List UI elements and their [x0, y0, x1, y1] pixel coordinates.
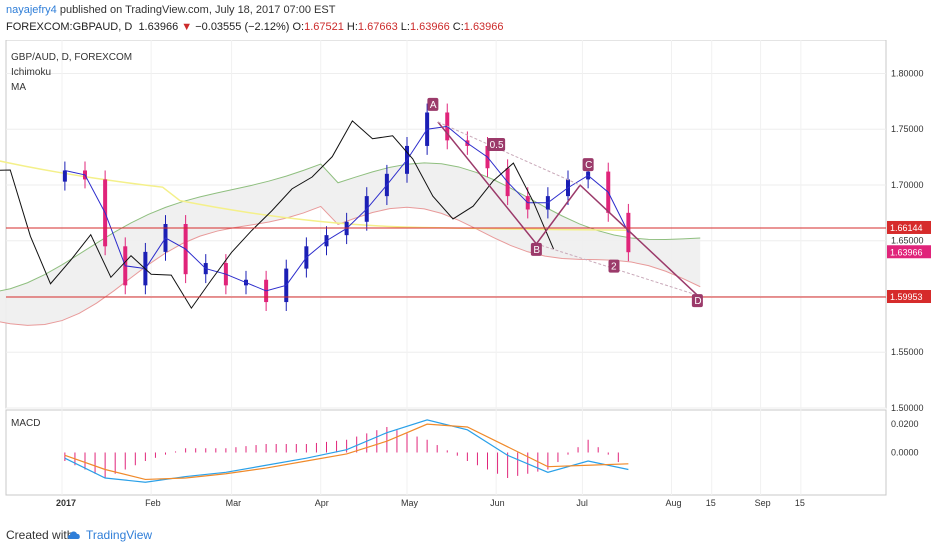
pattern-label: 2 [611, 262, 617, 273]
publisher-line: nayajefry4 published on TradingView.com,… [6, 4, 335, 16]
macd-tick-label: 0.0000 [891, 448, 919, 458]
pattern-label-box [427, 97, 439, 111]
close-label: C: [452, 21, 464, 33]
ichimoku-cloud [0, 162, 701, 326]
y-tick-label: 1.70000 [891, 180, 924, 190]
x-tick-label: Jul [576, 498, 588, 508]
pattern-guide-ac [437, 121, 581, 186]
username-link[interactable]: nayajefry4 [6, 4, 57, 16]
tradingview-cloud-icon [67, 531, 80, 539]
pattern-guide-bd [536, 243, 698, 296]
cloud-span-b [0, 205, 701, 326]
footer: Created with TradingView [0, 520, 932, 550]
pattern-label-box [582, 158, 594, 172]
legend-symbol: GBP/AUD, D, FOREXCOM [11, 52, 132, 63]
legend-ichimoku: Ichimoku [11, 67, 51, 78]
symbol-label: FOREXCOM:GBPAUD, D [6, 21, 133, 33]
pattern-label: D [694, 296, 701, 307]
pattern-label-box [487, 138, 506, 152]
x-tick-label: Mar [226, 498, 242, 508]
y-tick-label: 1.80000 [891, 68, 924, 78]
published-text: published on TradingView.com, July 18, 2… [59, 4, 336, 16]
pattern-label-box [691, 294, 703, 308]
pattern-label-box [608, 259, 620, 273]
chikou-line [0, 120, 555, 310]
last-price: 1.63966 [138, 21, 179, 33]
x-tick-label: Apr [315, 498, 329, 508]
cloud-span-a [0, 162, 701, 292]
moving-average-line [0, 160, 629, 231]
y-tick-label: 1.50000 [891, 403, 924, 413]
x-tick-label: 15 [795, 498, 805, 508]
legend-ma: MA [11, 82, 26, 93]
price-axis-tag-label: 1.66144 [890, 223, 923, 233]
macd-tick-label: 0.0200 [891, 419, 919, 429]
price-axis-tag [887, 220, 931, 234]
header: nayajefry4 published on TradingView.com,… [0, 0, 932, 40]
chart-area[interactable]: 1.800001.750001.700001.650001.600001.550… [0, 40, 932, 520]
y-tick-label: 1.55000 [891, 347, 924, 357]
pattern-label: A [430, 100, 437, 111]
x-tick-label: Jun [490, 498, 505, 508]
created-with-text: Created with [6, 528, 74, 542]
x-tick-label: 2017 [56, 498, 76, 508]
abcd-pattern-line [437, 121, 698, 296]
tradingview-brand-link[interactable]: TradingView [86, 528, 153, 542]
legend-macd: MACD [11, 418, 40, 429]
down-arrow-icon: ▼ [181, 21, 193, 33]
high-label: H: [346, 21, 358, 33]
y-tick-label: 1.75000 [891, 124, 924, 134]
price-axis-tag-label: 1.59953 [890, 292, 923, 302]
pattern-label-box [530, 242, 542, 256]
low-label: L: [400, 21, 410, 33]
open-value: 1.67521 [304, 21, 344, 33]
candle-body [62, 170, 67, 182]
x-tick-label: May [401, 498, 419, 508]
x-tick-label: Aug [666, 498, 682, 508]
open-label: O: [292, 21, 305, 33]
pattern-label: 0.5 [490, 140, 504, 151]
price-axis-tag [887, 290, 931, 304]
close-value: 1.63966 [463, 21, 504, 33]
x-tick-label: Feb [145, 498, 161, 508]
x-tick-label: Sep [755, 498, 771, 508]
low-value: 1.63966 [409, 21, 450, 33]
macd-line [64, 419, 629, 483]
change-value: −0.03555 (−2.12%) [195, 21, 290, 33]
signal-line [64, 423, 629, 481]
high-value: 1.67663 [357, 21, 398, 33]
y-tick-label: 1.65000 [891, 236, 924, 246]
pattern-label: B [533, 245, 540, 256]
macd-pane [5, 409, 887, 496]
x-tick-label: 15 [706, 498, 716, 508]
price-axis-tag-label: 1.63966 [890, 247, 923, 257]
price-axis-tag [887, 245, 931, 259]
quote-line: FOREXCOM:GBPAUD, D 1.63966 ▼ −0.03555 (−… [6, 21, 504, 33]
pattern-label: C [585, 160, 592, 171]
